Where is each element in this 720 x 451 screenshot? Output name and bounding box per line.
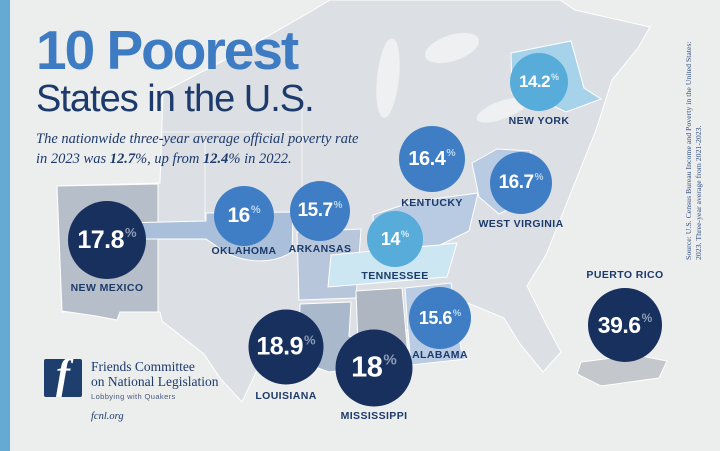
header-block: 10 Poorest States in the U.S. The nation… xyxy=(36,22,376,169)
bubble-new-york: 14.2% xyxy=(510,53,568,111)
state-label-kentucky: KENTUCKY xyxy=(401,197,463,209)
bubble-tennessee: 14% xyxy=(367,211,423,267)
rate-value: 14.2 xyxy=(519,72,551,91)
bubble-west-virginia: 16.7% xyxy=(490,152,552,214)
fcnl-logo-icon: f xyxy=(44,359,82,397)
percent-sign: % xyxy=(250,204,261,216)
bubble-alabama: 15.6% xyxy=(409,287,471,349)
state-label-west-virginia: WEST VIRGINIA xyxy=(478,218,564,230)
percent-sign: % xyxy=(534,172,544,184)
subtitle-part1: The nationwide three-year average offici… xyxy=(36,130,359,167)
state-label-puerto-rico: PUERTO RICO xyxy=(586,269,664,281)
us-landmass-shape xyxy=(56,0,651,403)
rate-value: 16 xyxy=(227,204,250,227)
page-title-line2: States in the U.S. xyxy=(36,78,315,121)
state-label-new-york: NEW YORK xyxy=(508,115,570,127)
bubble-kentucky: 16.4% xyxy=(399,126,465,192)
percent-sign: % xyxy=(125,225,137,241)
state-label-louisiana: LOUISIANA xyxy=(255,390,317,402)
state-label-arkansas: ARKANSAS xyxy=(288,243,352,255)
bubble-mississippi: 18% xyxy=(335,329,413,407)
rate-value: 16.7 xyxy=(498,172,534,193)
state-label-oklahoma: OKLAHOMA xyxy=(211,245,277,257)
subtitle-rate-2023: 12.7 xyxy=(109,150,136,167)
rate-value: 14 xyxy=(380,228,401,249)
rate-value: 17.8 xyxy=(77,225,125,254)
org-name: Friends Committee on National Legislatio… xyxy=(91,359,218,389)
subtitle-part3: % in 2022. xyxy=(228,150,292,167)
percent-sign: % xyxy=(304,332,316,348)
org-tagline: Lobbying with Quakers xyxy=(91,392,176,402)
rate-value: 15.6 xyxy=(418,307,453,328)
percent-sign: % xyxy=(400,228,410,239)
rate-value: 39.6 xyxy=(597,311,641,338)
org-name-line1: Friends Committee xyxy=(91,359,195,374)
org-name-line2: on National Legislation xyxy=(91,374,219,390)
bubble-puerto-rico: 39.6% xyxy=(588,288,662,362)
rate-value: 18.9 xyxy=(256,332,304,361)
rate-value: 15.7 xyxy=(297,200,333,221)
percent-sign: % xyxy=(446,147,456,159)
logo-glyph: f xyxy=(56,359,70,397)
left-accent-strip xyxy=(0,0,10,451)
state-label-new-mexico: NEW MEXICO xyxy=(70,282,144,294)
state-label-mississippi: MISSISSIPPI xyxy=(340,410,408,422)
percent-sign: % xyxy=(383,351,397,369)
percent-sign: % xyxy=(551,72,559,83)
bubble-new-mexico: 17.8% xyxy=(68,201,146,279)
percent-sign: % xyxy=(452,307,462,318)
rate-value: 18 xyxy=(351,351,383,384)
percent-sign: % xyxy=(641,311,653,326)
subtitle-rate-2022: 12.4 xyxy=(203,150,229,167)
percent-sign: % xyxy=(333,200,343,212)
bubble-oklahoma: 16% xyxy=(214,186,274,246)
source-note: Source: U.S. Census Bureau Income and Po… xyxy=(684,41,704,260)
state-label-alabama: ALABAMA xyxy=(412,349,468,361)
website-link[interactable]: fcnl.org xyxy=(91,411,124,423)
state-label-tennessee: TENNESSEE xyxy=(361,270,429,282)
bubble-louisiana: 18.9% xyxy=(248,309,324,385)
subtitle-text: The nationwide three-year average offici… xyxy=(36,130,366,169)
rate-value: 16.4 xyxy=(408,147,446,170)
page-title-line1: 10 Poorest xyxy=(36,19,299,81)
bubble-arkansas: 15.7% xyxy=(290,181,350,241)
logo-text-block: Friends Committee on National Legislatio… xyxy=(91,359,218,422)
footer-logo-block: f Friends Committee on National Legislat… xyxy=(44,359,218,422)
subtitle-part2: %, up from xyxy=(135,150,204,167)
